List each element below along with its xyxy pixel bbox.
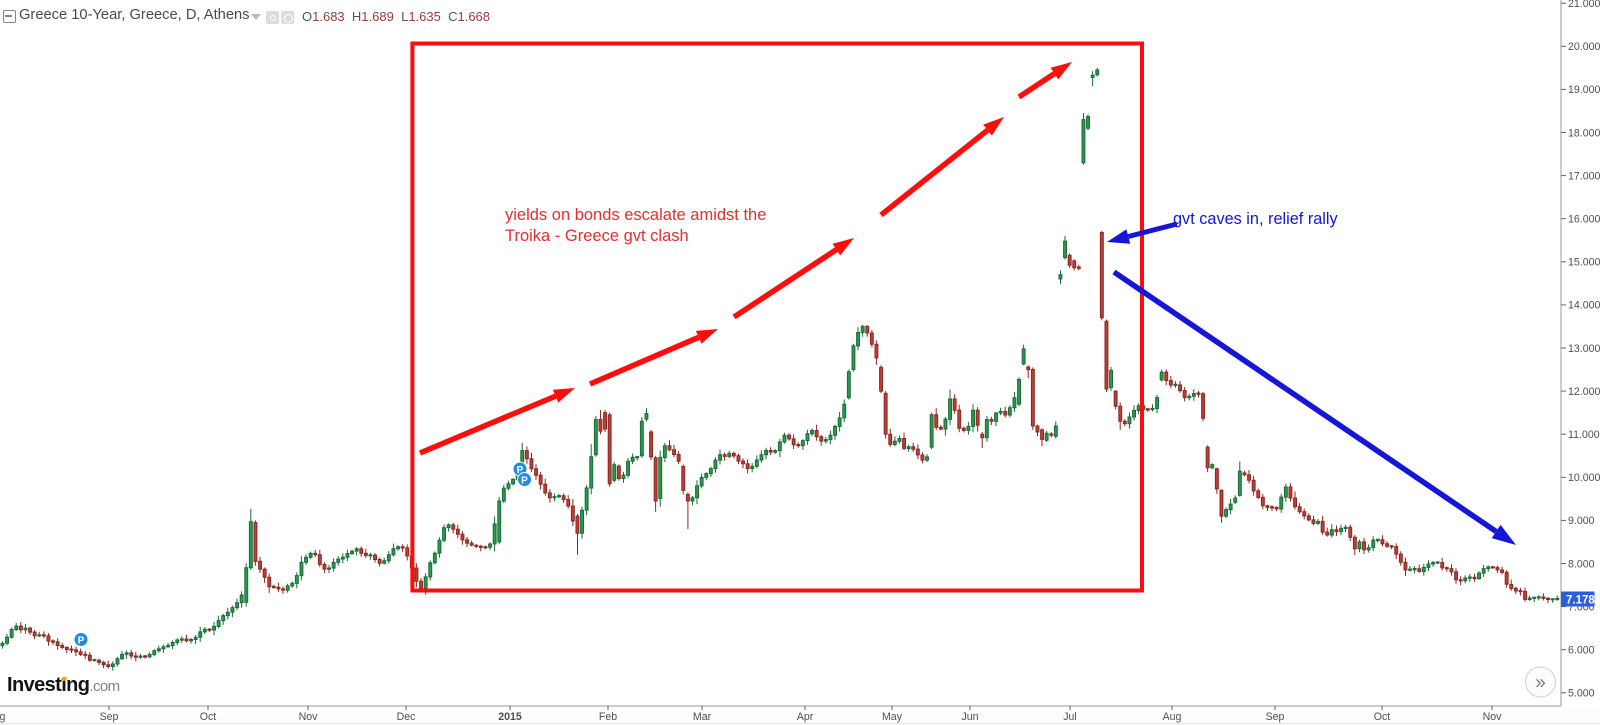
svg-text:Feb: Feb	[599, 711, 617, 723]
svg-text:Nov: Nov	[1483, 711, 1503, 723]
svg-text:yields on bonds escalate amids: yields on bonds escalate amidst the	[505, 206, 766, 224]
svg-text:Aug: Aug	[1163, 711, 1182, 723]
svg-text:14.000: 14.000	[1568, 300, 1600, 312]
svg-text:Troika - Greece gvt clash: Troika - Greece gvt clash	[505, 227, 689, 245]
svg-text:gvt caves in, relief rally: gvt caves in, relief rally	[1173, 210, 1339, 228]
svg-text:21.000: 21.000	[1568, 0, 1600, 10]
svg-text:10.000: 10.000	[1568, 472, 1600, 484]
svg-text:13.000: 13.000	[1568, 343, 1600, 355]
svg-text:Apr: Apr	[797, 711, 814, 723]
svg-text:17.000: 17.000	[1568, 170, 1600, 182]
svg-text:Sep: Sep	[1266, 711, 1285, 723]
svg-text:»: »	[1535, 673, 1546, 694]
svg-text:P: P	[517, 465, 524, 476]
svg-text:Nov: Nov	[299, 711, 319, 723]
svg-text:P: P	[521, 476, 528, 487]
svg-text:Aug: Aug	[0, 711, 6, 723]
svg-text:8.000: 8.000	[1568, 558, 1595, 570]
svg-text:6.000: 6.000	[1568, 645, 1595, 657]
svg-text:May: May	[882, 711, 903, 723]
svg-text:Dec: Dec	[397, 711, 417, 723]
svg-text:5.000: 5.000	[1568, 688, 1595, 700]
svg-text:12.000: 12.000	[1568, 386, 1600, 398]
svg-text:16.000: 16.000	[1568, 214, 1600, 226]
svg-text:2015: 2015	[498, 711, 522, 723]
svg-text:P: P	[78, 636, 85, 647]
svg-text:Jul: Jul	[1063, 711, 1077, 723]
svg-text:Sep: Sep	[100, 711, 119, 723]
svg-text:Jun: Jun	[961, 711, 978, 723]
svg-text:11.000: 11.000	[1568, 429, 1600, 441]
svg-text:15.000: 15.000	[1568, 257, 1600, 269]
svg-text:20.000: 20.000	[1568, 41, 1600, 53]
svg-text:18.000: 18.000	[1568, 127, 1600, 139]
svg-text:Oct: Oct	[1374, 711, 1391, 723]
svg-text:7.178: 7.178	[1566, 594, 1595, 606]
svg-text:Oct: Oct	[200, 711, 217, 723]
svg-text:19.000: 19.000	[1568, 84, 1600, 96]
svg-text:9.000: 9.000	[1568, 515, 1595, 527]
svg-text:Mar: Mar	[693, 711, 712, 723]
